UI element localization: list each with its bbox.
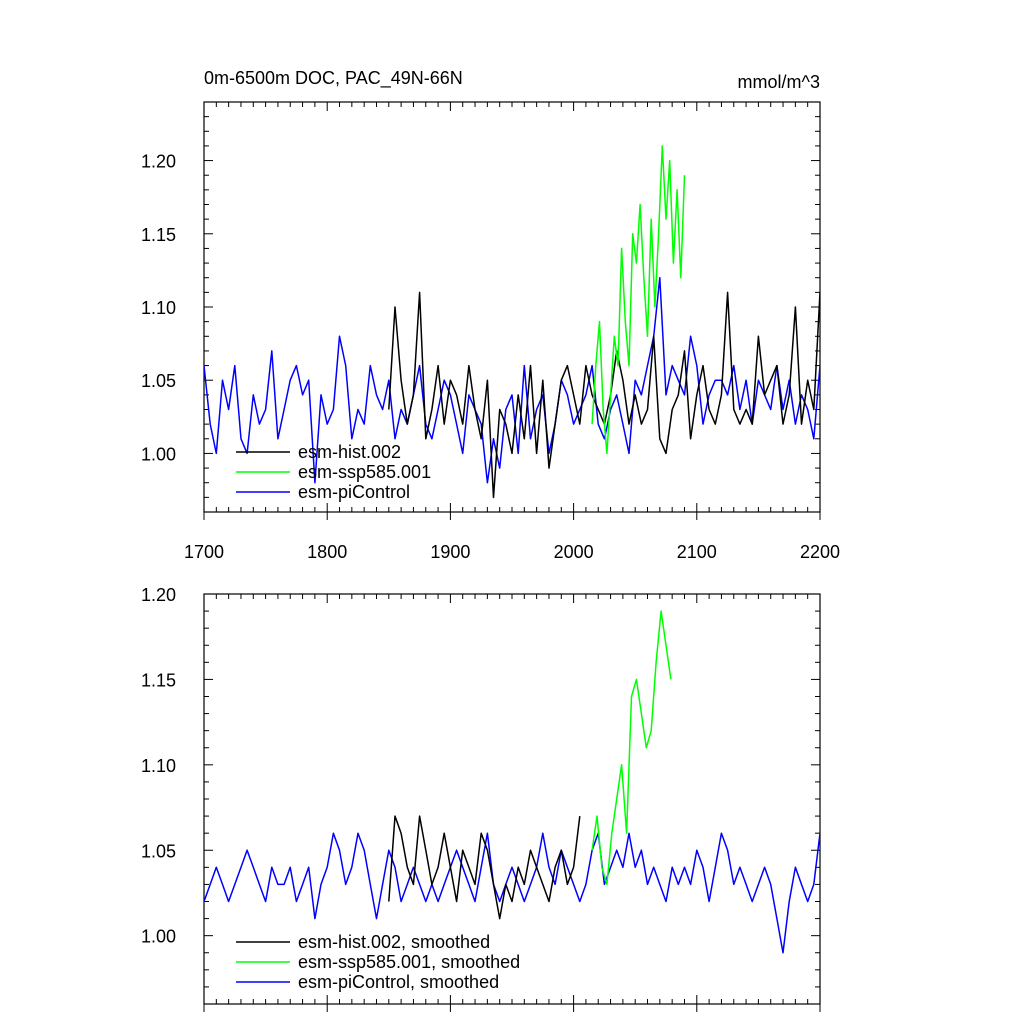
y-tick-label: 1.00	[141, 927, 176, 947]
x-tick-label: 1900	[430, 542, 470, 562]
top-panel: 0m-6500m DOC, PAC_49N-66N mmol/m^3 1.001…	[141, 68, 840, 562]
top-chart-units: mmol/m^3	[738, 72, 820, 92]
y-tick-label: 1.05	[141, 841, 176, 861]
legend-label: esm-piControl	[298, 482, 410, 502]
top-chart-title: 0m-6500m DOC, PAC_49N-66N	[204, 68, 463, 89]
legend-label: esm-piControl, smoothed	[298, 972, 499, 992]
x-tick-label: 1800	[307, 542, 347, 562]
series-line-esm-piControl	[204, 276, 820, 484]
x-tick-label: 2200	[800, 542, 840, 562]
legend-label: esm-hist.002	[298, 442, 401, 462]
series-group	[204, 610, 820, 954]
y-tick-label: 1.05	[141, 371, 176, 391]
legend-label: esm-hist.002, smoothed	[298, 932, 490, 952]
y-tick-label: 1.20	[141, 152, 176, 172]
x-tick-label: 2100	[677, 542, 717, 562]
x-tick-label: 2000	[554, 542, 594, 562]
y-tick-label: 1.10	[141, 298, 176, 318]
x-tick-label: 1700	[184, 542, 224, 562]
series-line-esm-ssp585.001, smoothed	[591, 610, 672, 886]
y-tick-label: 1.10	[141, 756, 176, 776]
bottom-panel: 1.00 1.05 1.10 1.15 1.20 esm-hist.002, smooth…	[141, 585, 821, 1012]
top-plot-area: 1.00 1.05 1.10 1.15 1.20 1700 1800 1900 2000 2100…	[141, 101, 840, 562]
series-line-esm-piControl, smoothed	[204, 832, 820, 954]
legend-label: esm-ssp585.001, smoothed	[298, 952, 520, 972]
bottom-plot-area: 1.00 1.05 1.10 1.15 1.20 esm-hist.002, smooth…	[141, 585, 821, 1012]
series-line-esm-hist.002, smoothed	[388, 815, 581, 920]
series-line-esm-ssp585.001	[591, 145, 686, 455]
y-tick-label: 1.20	[141, 585, 176, 605]
y-tick-label: 1.00	[141, 444, 176, 464]
legend-label: esm-ssp585.001	[298, 462, 431, 482]
y-tick-label: 1.15	[141, 225, 176, 245]
series-line-esm-hist.002	[388, 291, 820, 499]
y-tick-label: 1.15	[141, 670, 176, 690]
series-group	[204, 145, 820, 499]
